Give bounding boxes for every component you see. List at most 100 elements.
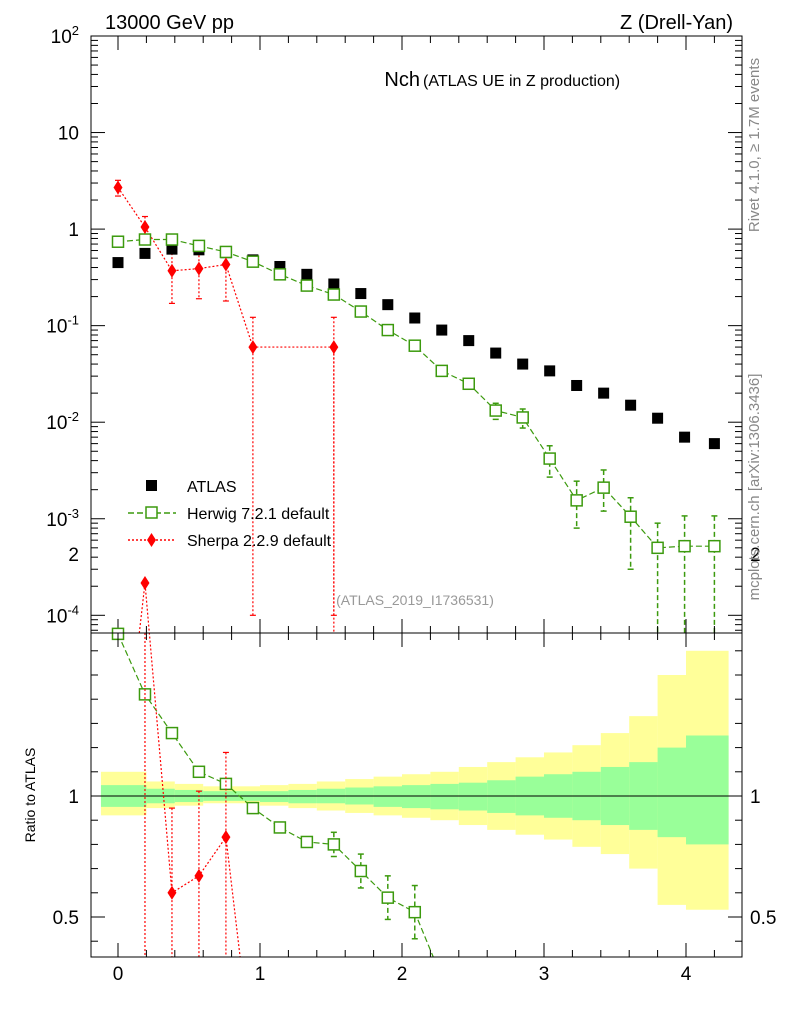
herwig-marker-icon [145, 506, 158, 519]
herwig-data-point [651, 541, 664, 555]
ratio-herwig-point [408, 905, 422, 919]
legend-item-sherpa: Sherpa 2.2.9 default [128, 533, 332, 550]
process-label: Z (Drell-Yan) [620, 12, 733, 34]
y-tick-exponent: 2 [72, 23, 79, 38]
atlas-data-point [436, 324, 448, 336]
ratio-band-inner [430, 783, 459, 810]
y-tick-label: 102 [51, 23, 79, 48]
atlas-data-point [274, 260, 286, 272]
legend-label-sherpa: Sherpa 2.2.9 default [187, 533, 332, 550]
sherpa-data-point [140, 220, 150, 235]
atlas-data-point [517, 358, 529, 370]
ratio-sherpa-point [194, 868, 204, 883]
ratio-herwig-point [327, 838, 341, 851]
y-tick-exponent: -1 [67, 313, 79, 328]
atlas-data-point [166, 243, 178, 255]
ratio-y-tick-label-right: 2 [750, 545, 761, 566]
ratio-data-layer [111, 576, 434, 958]
herwig-data-point [570, 494, 583, 507]
herwig-data-point [543, 452, 556, 465]
x-tick-label: 0 [113, 964, 124, 985]
atlas-data-point [409, 312, 421, 324]
sherpa-data-point [329, 340, 339, 355]
ratio-herwig-point [246, 801, 260, 815]
atlas-marker-icon [146, 480, 157, 491]
herwig-data-point [111, 235, 125, 248]
herwig-data-point [165, 233, 179, 246]
y-tick-label: 10 [58, 124, 79, 145]
herwig-data-point [327, 288, 341, 301]
x-axis-tick-labels: 0 1 2 3 4 [113, 964, 692, 985]
main-data-layer [111, 179, 721, 633]
ratio-herwig-point [165, 726, 179, 740]
herwig-data-point [516, 411, 529, 424]
atlas-data-point [571, 379, 583, 391]
ratio-uncertainty-bands [91, 650, 742, 910]
y-tick-label: 10-1 [46, 313, 79, 338]
atlas-data-point [139, 247, 151, 259]
atlas-data-point [463, 335, 475, 347]
legend-label-atlas: ATLAS [187, 479, 237, 496]
plot-title-main: Nch [384, 69, 420, 91]
ratio-y-tick-label: 0.5 [53, 908, 79, 929]
herwig-data-point [354, 305, 368, 318]
ratio-y-tick-label-right: 0.5 [750, 908, 776, 929]
legend: ATLAS Herwig 7.2.1 default Sherpa 2.2.9 … [128, 479, 332, 550]
herwig-data-point [408, 339, 422, 352]
analysis-id-label: (ATLAS_2019_I1736531) [336, 592, 494, 608]
ratio-band-inner [260, 791, 289, 803]
rivet-version-label: Rivet 4.1.0, ≥ 1.7M events [746, 58, 763, 232]
ratio-sherpa-point [221, 830, 231, 845]
herwig-data-point [192, 239, 206, 253]
ratio-axis-ticks: 2 2 1 1 0.5 0.5 [53, 545, 776, 957]
herwig-data-point [597, 481, 610, 494]
y-tick-exponent: -4 [67, 602, 79, 617]
legend-label-herwig: Herwig 7.2.1 default [187, 506, 330, 523]
ratio-frame [90, 632, 743, 958]
ratio-band-inner [487, 780, 516, 813]
y-tick-label: 10-2 [46, 409, 79, 434]
x-tick-label: 4 [681, 964, 692, 985]
herwig-data-point [462, 377, 475, 391]
atlas-data-point [544, 365, 556, 377]
y-tick-label: 10-4 [46, 602, 79, 627]
sherpa-data-point [221, 257, 231, 272]
ratio-y-tick-label: 2 [68, 545, 79, 566]
herwig-data-point [300, 279, 314, 292]
herwig-data-point [708, 539, 721, 553]
ratio-herwig-point [273, 821, 287, 834]
atlas-data-point [301, 268, 313, 280]
atlas-data-point [490, 347, 502, 359]
sherpa-marker-icon [147, 533, 156, 547]
sherpa-data-point [167, 263, 177, 278]
atlas-data-point [328, 278, 340, 290]
ratio-sherpa-line [138, 582, 241, 958]
ratio-y-tick-label: 1 [68, 787, 79, 808]
ratio-band-inner [402, 785, 431, 809]
x-tick-label: 1 [255, 964, 266, 985]
herwig-data-point [273, 268, 287, 281]
atlas-data-point [625, 399, 637, 411]
ratio-sherpa-point [140, 576, 150, 591]
atlas-data-point [598, 387, 610, 399]
herwig-data-point [219, 245, 233, 259]
x-tick-label: 3 [539, 964, 550, 985]
herwig-data-point [246, 255, 260, 268]
legend-item-herwig: Herwig 7.2.1 default [128, 506, 330, 523]
ratio-band-inner [657, 747, 686, 838]
herwig-data-point [678, 539, 691, 553]
ratio-band-inner [288, 789, 317, 804]
atlas-data-point [355, 288, 367, 300]
sherpa-data-point [248, 340, 258, 355]
y-tick-exponent: -2 [67, 409, 79, 424]
ratio-herwig-point [381, 891, 395, 904]
sherpa-data-point [194, 261, 204, 276]
main-panel: 102 10 1 10-1 10-2 10-3 10-4 Nch (ATLAS UE in … [46, 23, 743, 634]
herwig-data-point [624, 510, 637, 523]
ratio-herwig-point [192, 765, 206, 779]
ratio-herwig-point [219, 777, 233, 791]
ratio-panel: 2 2 1 1 0.5 0.5 Ratio to ATLAS [22, 545, 776, 958]
atlas-data-point [679, 431, 691, 443]
atlas-data-point [652, 412, 664, 424]
herwig-data-point [489, 404, 502, 417]
